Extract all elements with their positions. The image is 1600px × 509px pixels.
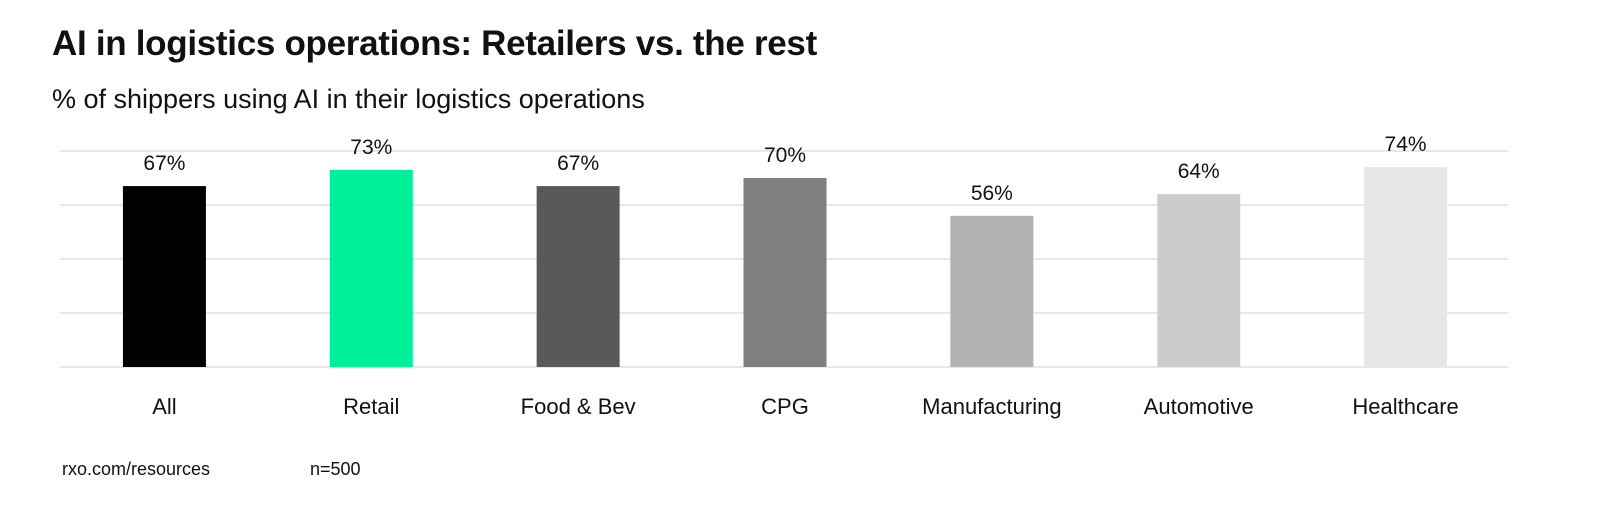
category-label: Food & Bev bbox=[521, 394, 636, 419]
bar bbox=[1364, 167, 1448, 367]
category-label: Automotive bbox=[1144, 394, 1254, 419]
category-label: All bbox=[152, 394, 176, 419]
bar bbox=[122, 186, 206, 367]
data-label: 70% bbox=[764, 144, 806, 167]
category-label: CPG bbox=[761, 394, 809, 419]
data-label: 74% bbox=[1385, 133, 1427, 156]
data-label: 67% bbox=[143, 152, 185, 175]
source-link: rxo.com/resources bbox=[62, 459, 211, 479]
chart-subtitle: % of shippers using AI in their logistic… bbox=[52, 84, 645, 114]
bar bbox=[1157, 194, 1241, 367]
category-label: Retail bbox=[343, 394, 399, 419]
bar bbox=[950, 215, 1034, 367]
data-label: 64% bbox=[1178, 160, 1220, 183]
bar bbox=[743, 178, 827, 367]
data-label: 56% bbox=[971, 182, 1013, 205]
category-label: Healthcare bbox=[1352, 394, 1458, 419]
sample-size: n=500 bbox=[310, 459, 361, 479]
category-label: Manufacturing bbox=[922, 394, 1061, 419]
bar bbox=[329, 169, 413, 367]
data-label: 67% bbox=[557, 152, 599, 175]
chart-title: AI in logistics operations: Retailers vs… bbox=[52, 24, 817, 63]
bar bbox=[536, 186, 620, 367]
data-label: 73% bbox=[350, 136, 392, 159]
